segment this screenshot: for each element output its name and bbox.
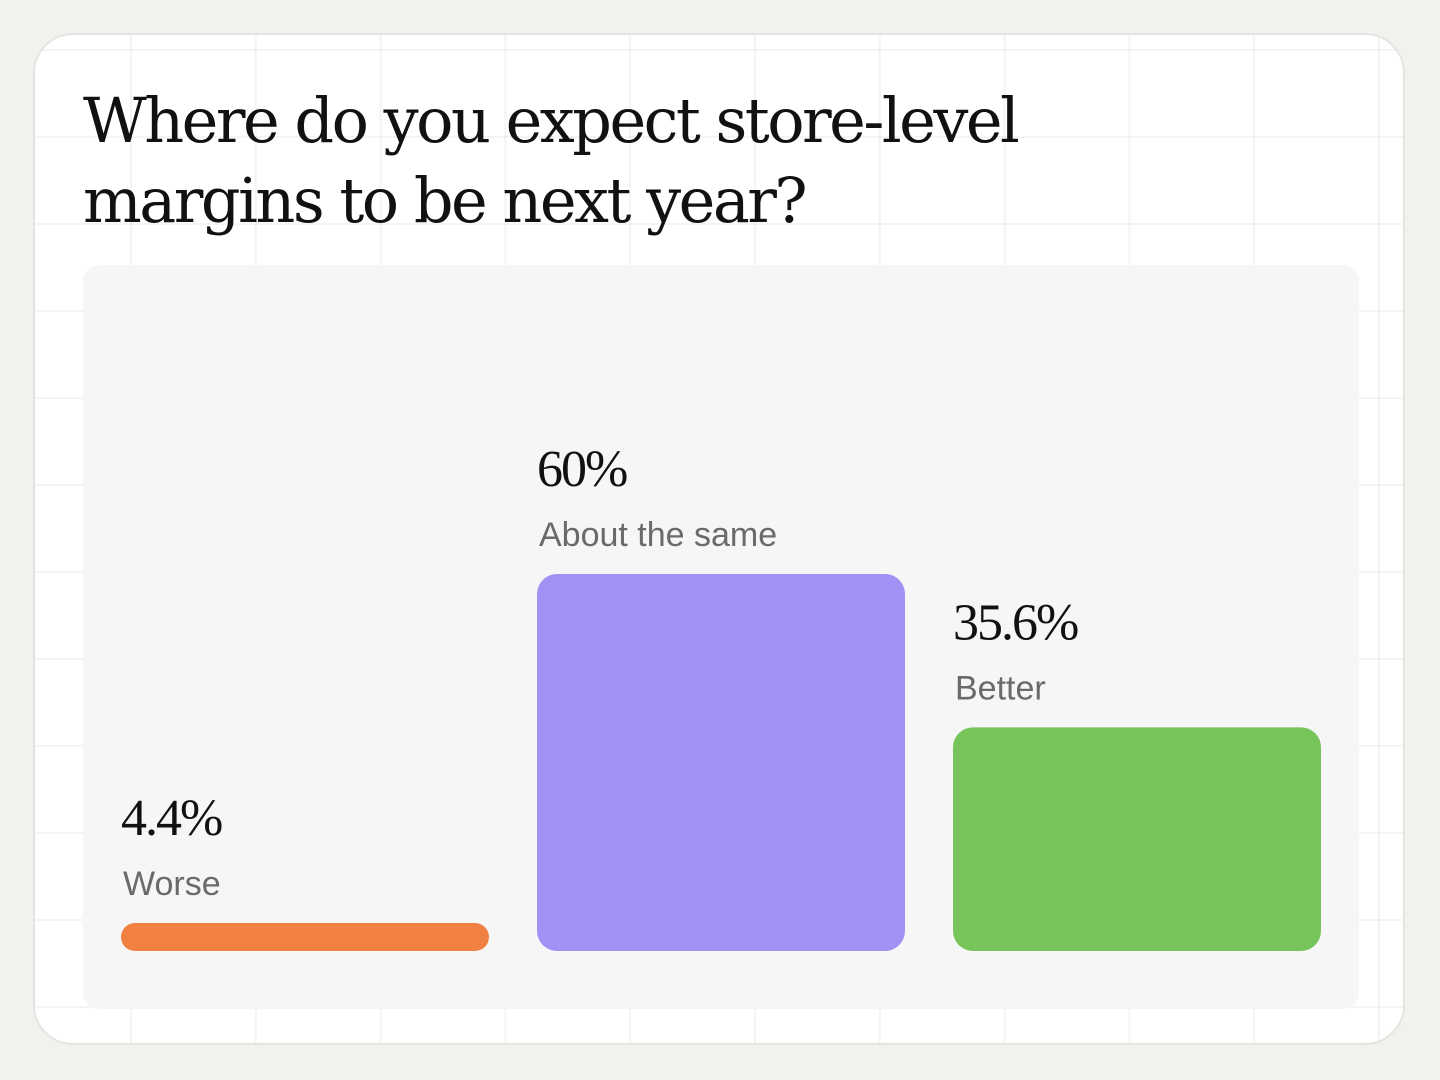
bar-worse — [121, 923, 489, 951]
value-label-about-the-same: 60% — [537, 441, 627, 498]
bar-chart: Worse 4.4% About the same 60% Better 35.6% — [121, 441, 1321, 951]
value-label-better: 35.6% — [953, 594, 1078, 651]
value-label-worse: 4.4% — [121, 790, 222, 847]
chart-title: Where do you expect store-level margins … — [83, 84, 1020, 237]
chart-card: Where do you expect store-level margins … — [33, 33, 1405, 1045]
bar-better — [953, 727, 1321, 951]
category-label-about-the-same: About the same — [539, 516, 777, 554]
category-label-worse: Worse — [123, 865, 221, 903]
bar-about-the-same — [537, 574, 905, 951]
category-label-better: Better — [955, 669, 1046, 707]
plot-area: Worse 4.4% About the same 60% Better 35.6% — [83, 265, 1359, 1009]
